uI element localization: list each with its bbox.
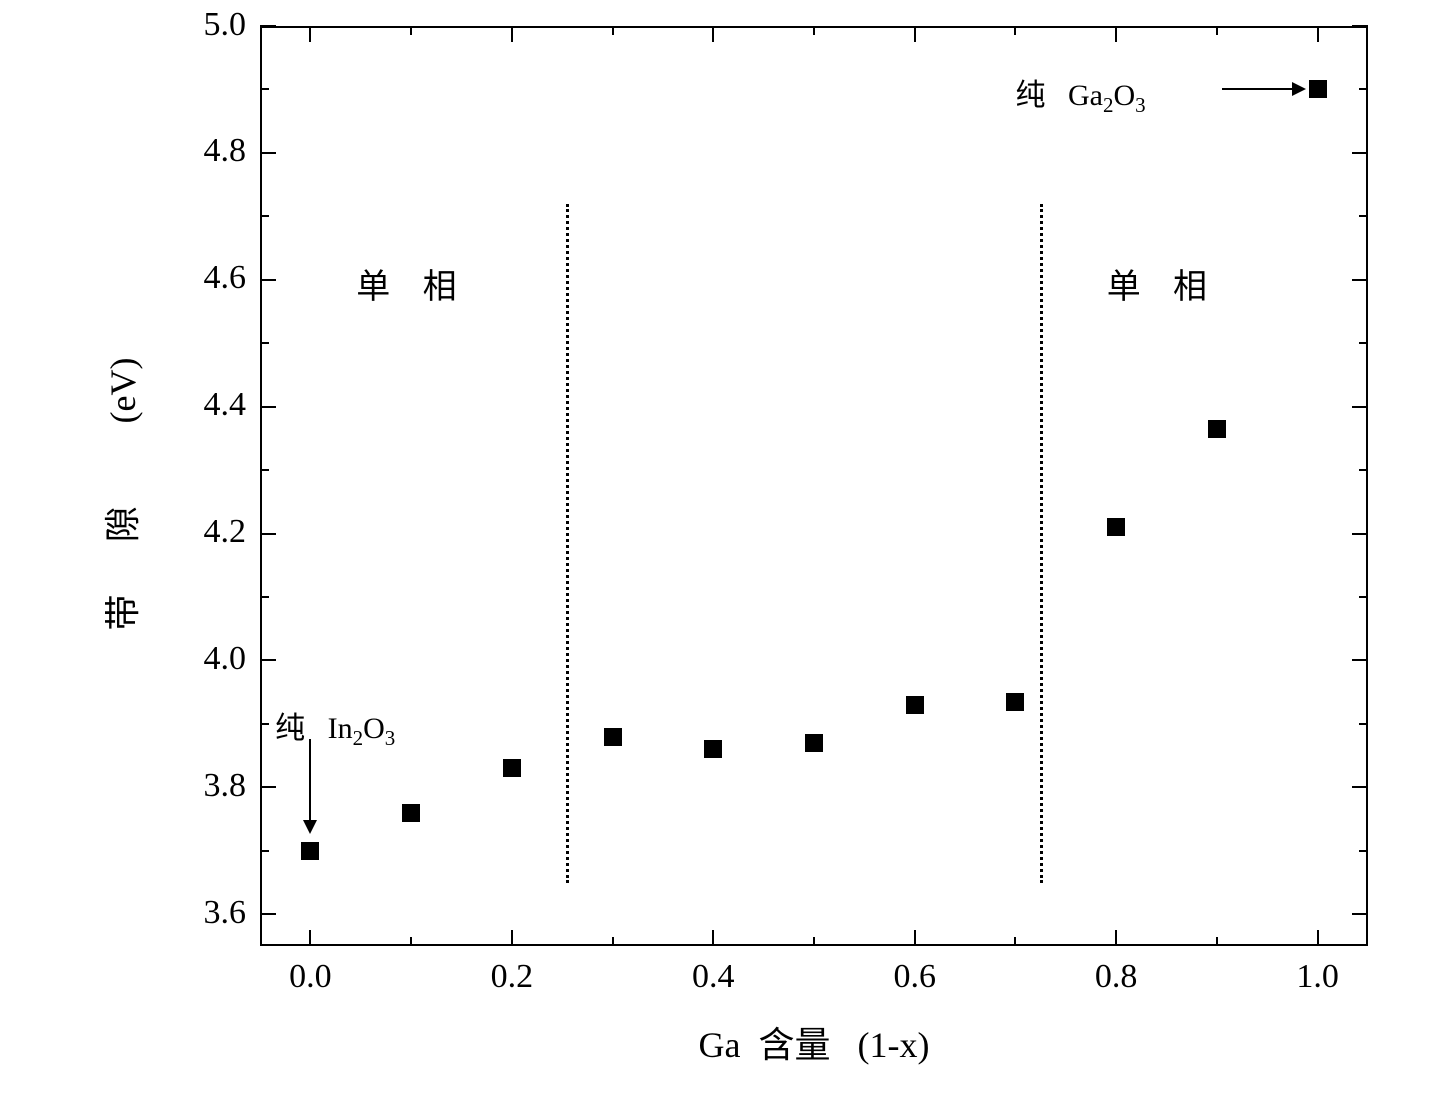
ytick-label: 4.0 xyxy=(204,640,247,678)
ytick-major xyxy=(260,152,276,154)
xtick-minor xyxy=(1014,937,1016,946)
ytick-major xyxy=(260,279,276,281)
phase-left-label: 单 相 xyxy=(356,259,468,308)
ytick-label: 4.8 xyxy=(204,132,247,170)
xtick-major xyxy=(1115,26,1117,42)
xtick-major xyxy=(1115,930,1117,946)
data-point xyxy=(1208,420,1226,438)
xtick-label: 0.8 xyxy=(1076,958,1156,996)
ytick-major xyxy=(1352,913,1368,915)
xtick-minor xyxy=(612,937,614,946)
xtick-major xyxy=(511,26,513,42)
y-axis-label: 带 隙 (eV) xyxy=(94,294,146,694)
data-point xyxy=(402,804,420,822)
ytick-minor xyxy=(260,88,269,90)
ytick-minor xyxy=(1359,342,1368,344)
xtick-label: 0.4 xyxy=(673,958,753,996)
xtick-major xyxy=(511,930,513,946)
pure-ga2o3-label: 纯 Ga2O3 xyxy=(1015,70,1145,118)
xtick-label: 0.6 xyxy=(875,958,955,996)
ytick-major xyxy=(260,913,276,915)
ytick-major xyxy=(1352,786,1368,788)
xtick-minor xyxy=(410,26,412,35)
ytick-minor xyxy=(260,469,269,471)
data-point xyxy=(1006,693,1024,711)
xtick-minor xyxy=(813,937,815,946)
ytick-minor xyxy=(1359,88,1368,90)
x-axis-label: Ga 含量 (1-x) xyxy=(260,1016,1368,1068)
xtick-major xyxy=(712,26,714,42)
ytick-major xyxy=(1352,152,1368,154)
ytick-major xyxy=(260,406,276,408)
xtick-minor xyxy=(1216,937,1218,946)
xtick-label: 0.0 xyxy=(270,958,350,996)
xtick-major xyxy=(1317,26,1319,42)
arrow-head-icon xyxy=(303,820,317,834)
xtick-minor xyxy=(1014,26,1016,35)
plot-area xyxy=(260,26,1368,946)
ytick-major xyxy=(260,786,276,788)
xtick-major xyxy=(1317,930,1319,946)
phase-divider xyxy=(1040,204,1043,883)
ytick-minor xyxy=(260,850,269,852)
ytick-major xyxy=(260,659,276,661)
xtick-major xyxy=(914,26,916,42)
xtick-major xyxy=(309,930,311,946)
pure-in2o3-label: 纯 In2O3 xyxy=(275,703,395,751)
data-point xyxy=(301,842,319,860)
phase-right-label: 单 相 xyxy=(1107,259,1219,308)
bandgap-scatter-chart: 带 隙 (eV) Ga 含量 (1-x) 3.6 3.8 4.0 4.2 4.4 4.6 4… xyxy=(0,0,1438,1120)
ytick-label: 4.6 xyxy=(204,259,247,297)
xtick-minor xyxy=(612,26,614,35)
phase-divider xyxy=(566,204,569,883)
xtick-major xyxy=(309,26,311,42)
ytick-label: 4.4 xyxy=(204,386,247,424)
ytick-major xyxy=(260,533,276,535)
ytick-label: 3.8 xyxy=(204,767,247,805)
ytick-minor xyxy=(260,215,269,217)
ytick-minor xyxy=(1359,469,1368,471)
arrow-stem xyxy=(309,739,311,820)
ytick-label: 5.0 xyxy=(204,6,247,44)
ytick-major xyxy=(1352,659,1368,661)
ytick-minor xyxy=(260,596,269,598)
xtick-minor xyxy=(1216,26,1218,35)
data-point xyxy=(1107,518,1125,536)
ytick-minor xyxy=(1359,215,1368,217)
ytick-major xyxy=(1352,279,1368,281)
xtick-label: 1.0 xyxy=(1278,958,1358,996)
ytick-major xyxy=(260,25,276,27)
ytick-major xyxy=(1352,25,1368,27)
data-point xyxy=(1309,80,1327,98)
ytick-minor xyxy=(260,342,269,344)
xtick-label: 0.2 xyxy=(472,958,552,996)
ytick-minor xyxy=(260,723,269,725)
arrow-head-icon xyxy=(1292,82,1306,96)
arrow-stem xyxy=(1222,88,1293,90)
ytick-label: 4.2 xyxy=(204,513,247,551)
data-point xyxy=(604,728,622,746)
ytick-major xyxy=(1352,406,1368,408)
data-point xyxy=(704,740,722,758)
data-point xyxy=(805,734,823,752)
ytick-minor xyxy=(1359,596,1368,598)
data-point xyxy=(906,696,924,714)
ytick-major xyxy=(1352,533,1368,535)
xtick-minor xyxy=(813,26,815,35)
ytick-minor xyxy=(1359,850,1368,852)
data-point xyxy=(503,759,521,777)
xtick-major xyxy=(712,930,714,946)
xtick-major xyxy=(914,930,916,946)
xtick-minor xyxy=(410,937,412,946)
ytick-minor xyxy=(1359,723,1368,725)
ytick-label: 3.6 xyxy=(204,894,247,932)
